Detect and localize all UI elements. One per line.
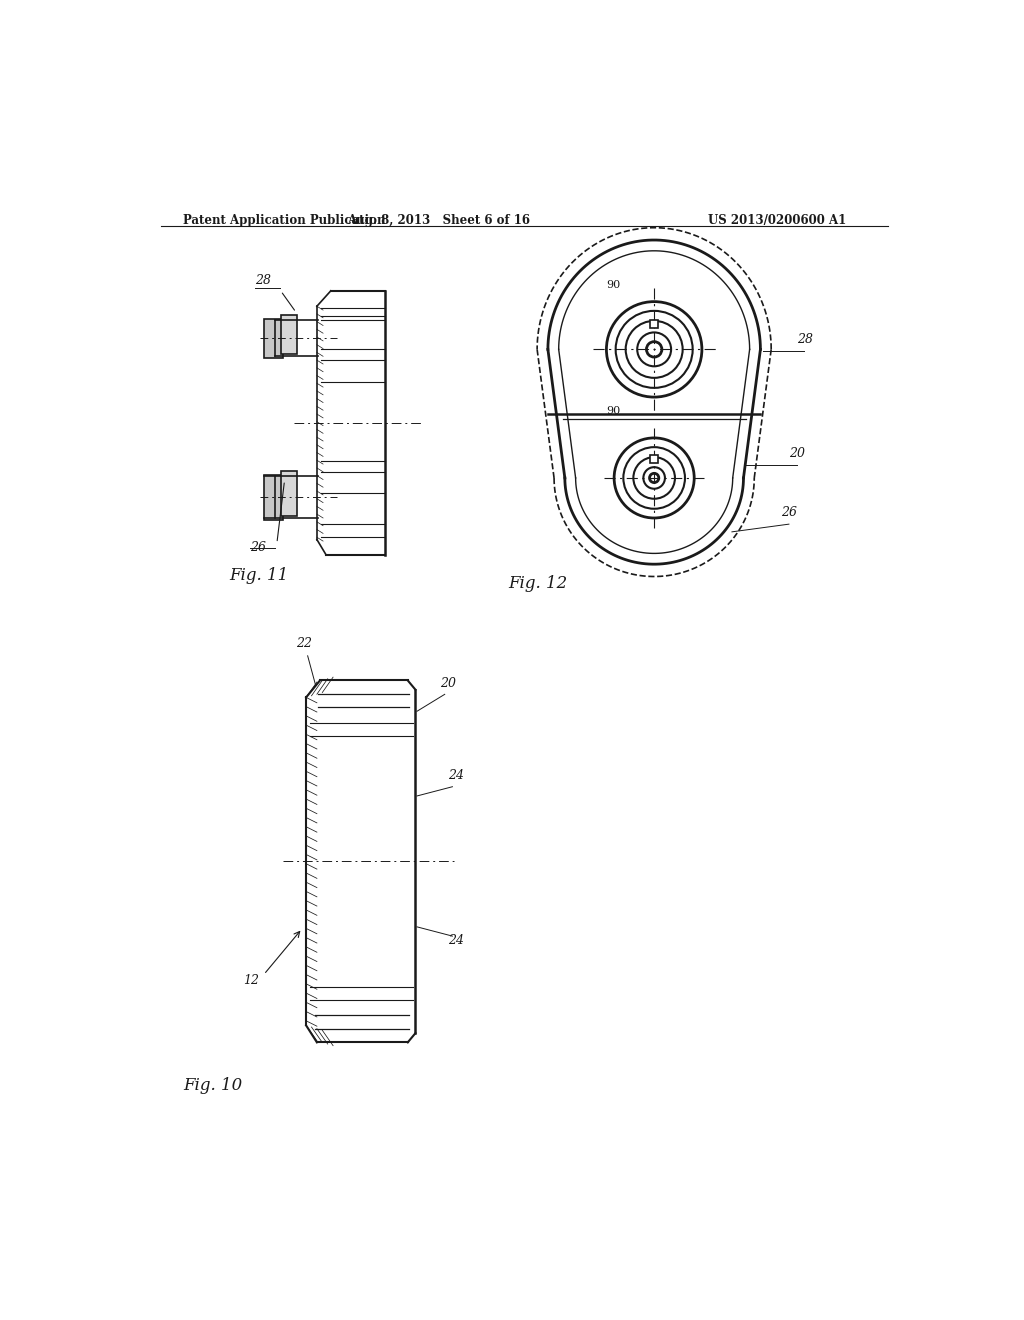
Text: 90: 90 — [606, 407, 621, 416]
Bar — [282, 314, 297, 354]
Text: 28: 28 — [255, 275, 271, 286]
Text: Patent Application Publication: Patent Application Publication — [183, 214, 385, 227]
Text: 24: 24 — [447, 933, 464, 946]
Text: 12: 12 — [243, 974, 259, 987]
Text: Fig. 12: Fig. 12 — [508, 576, 567, 593]
Text: 20: 20 — [788, 447, 805, 461]
Text: Aug. 8, 2013   Sheet 6 of 16: Aug. 8, 2013 Sheet 6 of 16 — [347, 214, 530, 227]
Text: Fig. 11: Fig. 11 — [229, 568, 289, 585]
Bar — [650, 321, 658, 327]
Text: 26: 26 — [250, 541, 266, 554]
Bar — [264, 318, 283, 358]
Text: 24: 24 — [447, 770, 464, 781]
Text: 26: 26 — [781, 507, 798, 520]
Text: 20: 20 — [440, 677, 456, 689]
Text: 22: 22 — [296, 636, 312, 649]
Bar — [264, 475, 283, 520]
Text: Fig. 10: Fig. 10 — [183, 1077, 242, 1094]
Bar — [282, 471, 297, 516]
Text: 28: 28 — [797, 333, 813, 346]
Text: US 2013/0200600 A1: US 2013/0200600 A1 — [708, 214, 846, 227]
Text: 90: 90 — [606, 280, 621, 290]
Bar — [650, 455, 658, 462]
